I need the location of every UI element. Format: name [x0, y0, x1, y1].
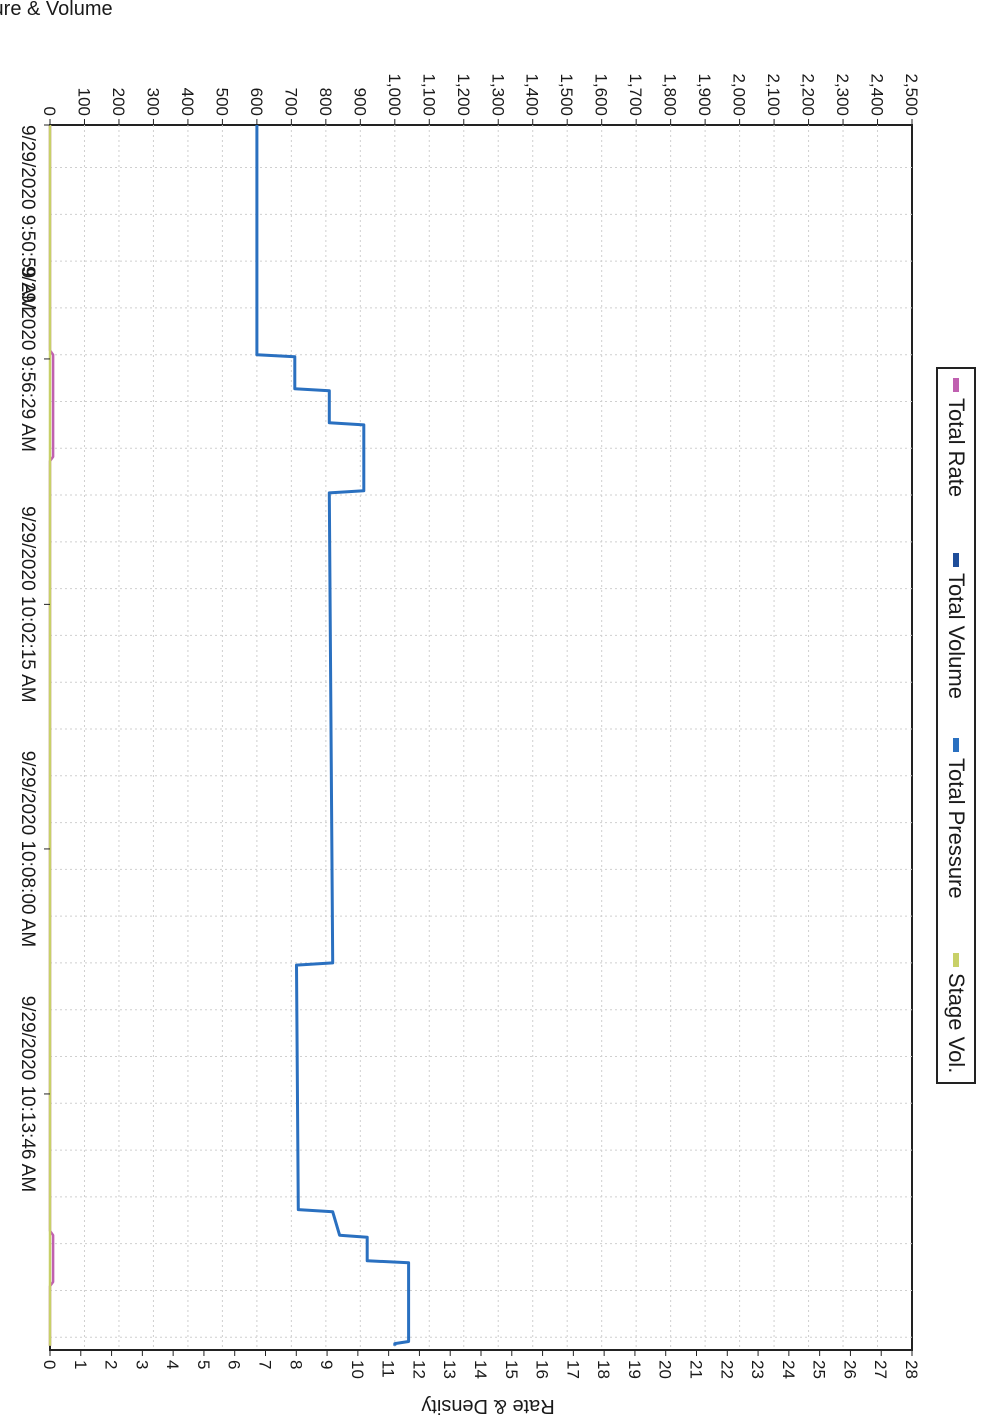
right-tick-label: 0 [40, 1360, 59, 1369]
right-tick-label: 10 [348, 1360, 367, 1379]
right-tick-label: 3 [132, 1360, 151, 1369]
right-tick-label: 17 [563, 1360, 582, 1379]
legend-label: Total Rate [944, 398, 969, 497]
left-tick-label: 900 [350, 88, 369, 116]
time-tick-label: 9/29/2020 9:56:29 AM [17, 266, 38, 452]
left-tick-label: 1,300 [488, 73, 507, 116]
right-tick-label: 27 [871, 1360, 890, 1379]
right-tick-label: 11 [379, 1360, 398, 1378]
left-tick-label: 2,300 [833, 73, 852, 116]
right-tick-label: 22 [717, 1360, 736, 1379]
left-tick-label: 1,800 [661, 73, 680, 116]
left-tick-label: 2,500 [902, 73, 921, 116]
right-tick-label: 18 [594, 1360, 613, 1379]
plot-area [49, 124, 913, 1351]
right-tick-label: 2 [102, 1360, 121, 1369]
right-tick-label: 14 [471, 1360, 490, 1379]
left-axis-label: Pressure & Volume [0, 0, 113, 20]
left-tick-label: 1,000 [385, 73, 404, 116]
right-tick-label: 15 [502, 1360, 521, 1379]
left-tick-label: 800 [316, 88, 335, 116]
legend-label: Stage Vol. [944, 973, 969, 1073]
left-tick-label: 0 [40, 107, 59, 116]
legend-swatch [953, 378, 959, 392]
left-tick-label: 1,400 [523, 73, 542, 116]
right-tick-label: 20 [656, 1360, 675, 1379]
left-tick-label: 400 [178, 88, 197, 116]
left-tick-label: 200 [109, 88, 128, 116]
right-axis-label: Rate & Density [421, 1395, 554, 1417]
legend: Total Rate Total Volume Total Pressure Stag… [936, 367, 976, 1084]
right-tick-label: 21 [687, 1360, 706, 1379]
left-tick-label: 2,200 [799, 73, 818, 116]
right-tick-label: 6 [225, 1360, 244, 1369]
left-tick-label: 1,600 [592, 73, 611, 116]
left-tick-label: 1,100 [419, 73, 438, 116]
left-tick-label: 2,400 [868, 73, 887, 116]
right-tick-label: 23 [748, 1360, 767, 1379]
right-tick-label: 8 [286, 1360, 305, 1369]
time-tick-label: 9/29/2020 10:13:46 AM [17, 996, 38, 1193]
right-tick-label: 5 [194, 1360, 213, 1369]
right-tick-label: 25 [810, 1360, 829, 1379]
series-line-total-pressure [255, 125, 411, 1346]
left-tick-label: 2,100 [764, 73, 783, 116]
right-tick-label: 9 [317, 1360, 336, 1369]
left-tick-label: 1,900 [695, 73, 714, 116]
left-tick-label: 700 [281, 88, 300, 116]
left-tick-label: 300 [143, 88, 162, 116]
right-tick-label: 16 [533, 1360, 552, 1379]
left-tick-label: 100 [74, 88, 93, 116]
legend-swatch [953, 553, 959, 567]
left-tick-label: 500 [212, 88, 231, 116]
legend-label: Total Volume [944, 573, 969, 699]
time-tick-label: 9/29/2020 9:50:59 AM [17, 125, 38, 311]
right-tick-label: 4 [163, 1360, 182, 1369]
time-tick-label: 9/29/2020 10:02:15 AM [17, 506, 38, 703]
legend-swatch [953, 738, 959, 752]
right-tick-label: 26 [840, 1360, 859, 1379]
right-tick-label: 7 [256, 1360, 275, 1369]
right-tick-label: 13 [440, 1360, 459, 1379]
left-tick-label: 600 [247, 88, 266, 116]
right-tick-label: 28 [902, 1360, 921, 1379]
left-tick-label: 1,200 [454, 73, 473, 116]
right-tick-label: 12 [409, 1360, 428, 1379]
right-tick-label: 19 [625, 1360, 644, 1379]
right-tick-label: 1 [71, 1360, 90, 1369]
left-tick-label: 2,000 [730, 73, 749, 116]
legend-swatch [953, 953, 959, 967]
right-tick-label: 24 [779, 1360, 798, 1379]
legend-label: Total Pressure [944, 758, 969, 899]
left-tick-label: 1,500 [557, 73, 576, 116]
time-tick-label: 9/29/2020 10:08:00 AM [17, 751, 38, 948]
left-tick-label: 1,700 [626, 73, 645, 116]
